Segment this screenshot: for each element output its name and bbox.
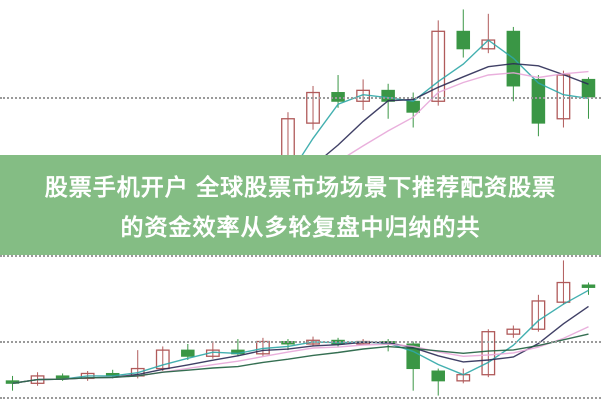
gridline-banner-top [0,255,601,257]
gridline-bottom-dotted [0,341,601,343]
bottom-candlestick-chart [0,255,601,401]
chart-dashboard: 股票手机开户 全球股票市场场景下推荐配资股票 的资金效率从多轮复盘中归纳的共 [0,0,601,401]
gridline-bottom-edge [0,397,601,399]
banner-line-2: 的资金效率从多轮复盘中归纳的共 [121,208,481,242]
gridline-top-dotted [0,97,601,99]
promo-banner[interactable]: 股票手机开户 全球股票市场场景下推荐配资股票 的资金效率从多轮复盘中归纳的共 [0,155,601,255]
banner-line-1: 股票手机开户 全球股票市场场景下推荐配资股票 [45,168,556,202]
